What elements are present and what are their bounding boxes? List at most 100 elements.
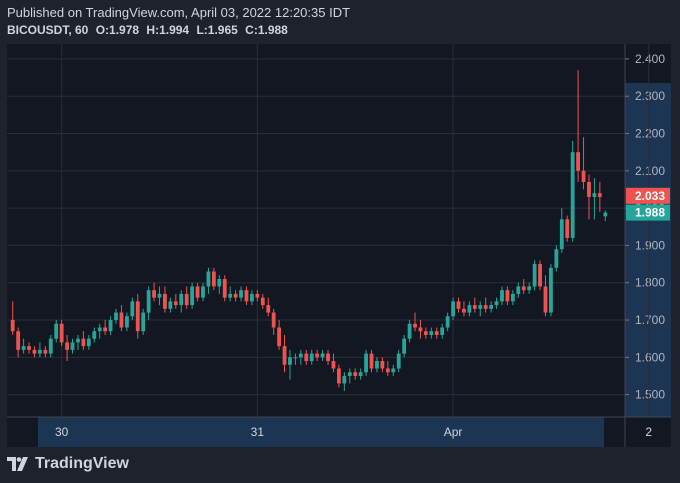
candle-body (538, 264, 542, 287)
candle-body (549, 267, 553, 313)
candle-body (516, 286, 521, 294)
price-tag-label: 1.988 (635, 206, 665, 220)
candle-body (168, 301, 173, 309)
candle-body (233, 293, 238, 298)
candle-body (375, 361, 379, 369)
candle-body (43, 349, 48, 354)
candle-body (554, 249, 559, 268)
candle-body (157, 293, 162, 298)
candle-body (603, 212, 608, 217)
candle-body (141, 312, 146, 332)
candle-body (16, 331, 21, 350)
candle-body (103, 327, 108, 332)
candle-body (320, 353, 325, 358)
candle-body (342, 375, 347, 384)
candle-body (255, 293, 260, 298)
candle-body (277, 327, 282, 347)
candle-body (505, 290, 510, 302)
candle-body (124, 316, 129, 328)
candle-body (135, 301, 140, 332)
y-tick-label: 1.600 (635, 350, 665, 364)
candle-body (592, 193, 597, 197)
candle-body (597, 193, 602, 197)
candle-body (402, 338, 407, 354)
candle-body (282, 346, 287, 365)
price-tag-bg (626, 204, 670, 221)
y-tick-label: 2.100 (635, 164, 665, 178)
candle-body (418, 327, 423, 332)
candle-body (195, 286, 200, 298)
y-tick-label: 2.300 (635, 89, 665, 103)
candle-body (108, 320, 113, 332)
high-value: H:1.994 (146, 23, 190, 37)
published-caption: Published on TradingView.com, April 03, … (7, 5, 351, 20)
candle-body (576, 152, 581, 171)
price-axis-range-highlight (625, 83, 671, 417)
candle-body (369, 353, 374, 369)
candle-body (532, 264, 537, 287)
candle-body (467, 305, 472, 313)
candle-body (163, 293, 167, 309)
candle-body (521, 286, 526, 291)
candle-body (326, 353, 330, 362)
candle-body (211, 271, 216, 287)
candle-body (353, 372, 358, 376)
x-tick-label: Apr (444, 425, 463, 439)
y-tick-label: 1.900 (635, 238, 665, 252)
candle-body (587, 182, 591, 197)
candle-body (70, 342, 75, 350)
candle-body (445, 316, 450, 328)
candle-body (380, 361, 385, 369)
candle-body (293, 357, 298, 359)
candle-body (494, 301, 499, 306)
candle-body (527, 286, 532, 291)
candle-body (407, 323, 412, 339)
candle-body (266, 305, 271, 313)
candle-body (65, 342, 69, 350)
candle-body (456, 301, 461, 309)
brand-logo: TradingView (7, 455, 129, 473)
candle-body (146, 290, 151, 313)
tv-logo-icon (7, 457, 28, 471)
candle-body (260, 297, 265, 306)
candle-body (472, 305, 477, 309)
candle-body (413, 323, 417, 328)
candle-body (10, 320, 15, 332)
x-tick-label: 31 (251, 425, 265, 439)
candle-body (489, 305, 494, 309)
candle-body (206, 271, 211, 287)
candle-body (201, 286, 205, 298)
candle-body (581, 170, 586, 183)
candle-body (478, 305, 483, 309)
ohlc-legend: BICOUSDT, 60 O:1.978 H:1.994 L:1.965 C:1… (7, 23, 292, 37)
y-tick-label: 1.800 (635, 276, 665, 290)
candle-body (336, 368, 341, 384)
candle-body (440, 327, 445, 335)
y-tick-label: 1.700 (635, 313, 665, 327)
open-value: O:1.978 (95, 23, 140, 37)
y-tick-label: 1.500 (635, 388, 665, 402)
candle-body (364, 353, 368, 373)
candle-body (570, 152, 575, 238)
candle-body (315, 353, 320, 358)
price-tag-bg (626, 187, 670, 204)
candle-body (510, 293, 515, 302)
candle-body (76, 338, 80, 343)
candle-body (119, 312, 124, 328)
candle-body (358, 372, 363, 376)
candle-body (239, 290, 243, 298)
candle-body (217, 278, 222, 287)
candle-body (429, 331, 434, 335)
candle-body (92, 331, 97, 339)
candle-body (271, 312, 276, 328)
candle-body (173, 301, 178, 306)
candle-body (59, 323, 64, 343)
candle-body (559, 219, 564, 250)
candle-body (32, 349, 37, 354)
candle-body (81, 338, 86, 347)
candle-body (391, 368, 396, 373)
candle-body (114, 312, 118, 321)
candle-body (37, 349, 42, 354)
plot-area (7, 44, 625, 417)
